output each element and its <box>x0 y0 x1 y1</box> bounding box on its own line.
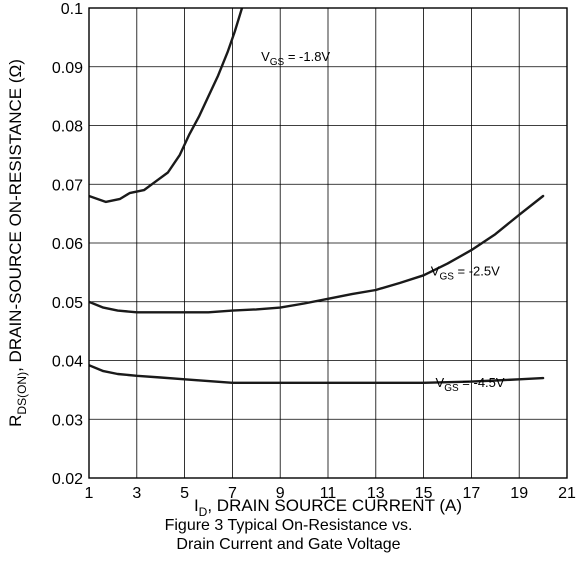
y-tick-label: 0.08 <box>52 119 83 136</box>
series-label-2: VGS = -2.5V <box>431 263 500 282</box>
x-tick-label: 7 <box>228 485 237 502</box>
plot-frame <box>88 7 568 479</box>
x-tick-label: 15 <box>415 485 433 502</box>
x-axis-label: ID, DRAIN SOURCE CURRENT (A) <box>194 496 462 519</box>
x-tick-label: 1 <box>85 485 94 502</box>
series-label-1: VGS = -1.8V <box>261 49 330 68</box>
x-tick-label: 5 <box>180 485 189 502</box>
figure-caption-line-2: Drain Current and Gate Voltage <box>176 536 401 553</box>
x-tick-label: 13 <box>367 485 385 502</box>
y-axis-label: RDS(ON), DRAIN-SOURCE ON-RESISTANCE (Ω) <box>6 59 29 427</box>
y-tick-label: 0.06 <box>52 236 83 253</box>
x-tick-label: 21 <box>558 485 576 502</box>
y-tick-label: 0.05 <box>52 295 83 312</box>
y-tick-label: 0.09 <box>52 60 83 77</box>
series-label-3: VGS = -4.5V <box>436 375 505 394</box>
series-line-1 <box>89 8 244 204</box>
figure-caption-line-1: Figure 3 Typical On-Resistance vs. <box>164 517 413 534</box>
y-tick-label: 0.1 <box>61 1 83 18</box>
y-tick-label: 0.07 <box>52 177 83 194</box>
series-labels: VGS = -1.8V VGS = -2.5V VGS = -4.5V <box>261 49 505 394</box>
x-tick-label: 11 <box>320 485 337 502</box>
series-line-2 <box>89 194 545 314</box>
x-tick-label: 9 <box>276 485 285 502</box>
x-axis-ticks: 1 3 5 7 9 11 13 15 17 19 21 <box>85 485 576 502</box>
series-lines <box>89 8 545 384</box>
x-tick-label: 3 <box>132 485 141 502</box>
series-line-3 <box>89 364 545 384</box>
y-axis-ticks: 0.02 0.03 0.04 0.05 0.06 0.07 0.08 0.09 0.1 <box>52 1 83 488</box>
y-tick-label: 0.04 <box>52 354 83 371</box>
x-tick-label: 19 <box>510 485 528 502</box>
x-tick-label: 17 <box>463 485 481 502</box>
y-tick-label: 0.03 <box>52 412 83 429</box>
grid-lines <box>88 7 568 479</box>
y-tick-label: 0.02 <box>52 471 83 488</box>
